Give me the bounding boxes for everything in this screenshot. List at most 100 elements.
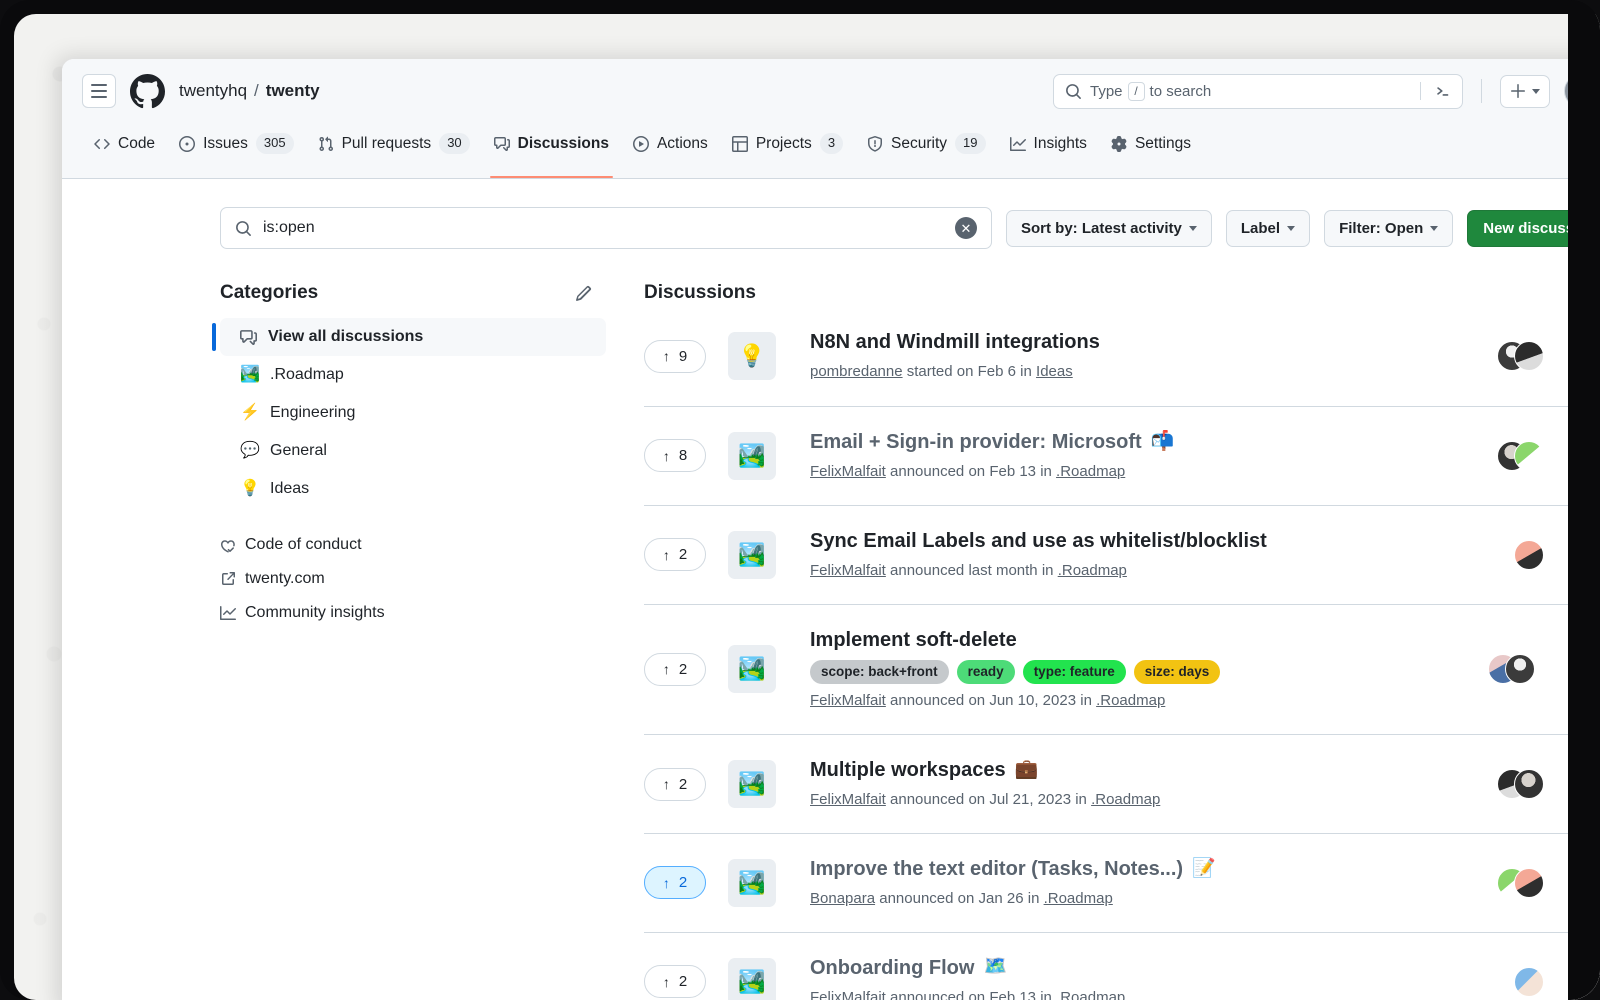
nav-tab-security[interactable]: Security 19 bbox=[855, 123, 997, 178]
discussion-row[interactable]: ↑ 2 🏞️ Onboarding Flow 🗺️ FelixMalfait announ… bbox=[644, 931, 1600, 1000]
state-filter-label: Filter: Open bbox=[1339, 219, 1424, 237]
label-filter-button[interactable]: Label bbox=[1225, 209, 1311, 247]
sidebar-links: Code of conduct twenty.com Community insig… bbox=[220, 528, 606, 630]
clear-x-icon[interactable]: ✕ bbox=[955, 217, 977, 239]
upvote-button[interactable]: ↑ 2 bbox=[644, 965, 706, 999]
hamburger-menu-icon[interactable] bbox=[82, 74, 116, 108]
nav-tab-pull-requests[interactable]: Pull requests 30 bbox=[306, 123, 482, 178]
breadcrumb-owner[interactable]: twentyhq bbox=[179, 81, 248, 100]
discussion-row[interactable]: ↑ 2 🏞️ Implement soft-delete scope: back+fro… bbox=[644, 603, 1600, 735]
discussion-category-link[interactable]: .Roadmap bbox=[1043, 889, 1113, 907]
nav-tab-discussions[interactable]: Discussions bbox=[482, 123, 621, 178]
search-placeholder-suffix: to search bbox=[1149, 82, 1212, 100]
chevron-down-icon bbox=[1430, 225, 1439, 231]
discussion-author-link[interactable]: FelixMalfait bbox=[810, 988, 886, 1000]
discussion-title[interactable]: Sync Email Labels and use as whitelist/b… bbox=[810, 528, 1496, 554]
discussion-author-link[interactable]: FelixMalfait bbox=[810, 791, 886, 809]
discussion-title[interactable]: Improve the text editor (Tasks, Notes...… bbox=[810, 856, 1479, 882]
nav-tab-count: 19 bbox=[955, 133, 986, 154]
nav-tab-projects[interactable]: Projects 3 bbox=[720, 123, 855, 178]
nav-tab-insights[interactable]: Insights bbox=[998, 123, 1099, 178]
discussion-title-text: Implement soft-delete bbox=[810, 628, 1017, 651]
category-item-general[interactable]: 💬 General bbox=[220, 432, 606, 470]
discussion-author-link[interactable]: FelixMalfait bbox=[810, 692, 886, 710]
discussion-title[interactable]: Multiple workspaces 💼 bbox=[810, 757, 1479, 783]
discussion-row[interactable]: ↑ 2 🏞️ Sync Email Labels and use as whiteli… bbox=[644, 504, 1600, 604]
discussion-row[interactable]: ↑ 2 🏞️ Improve the text editor (Tasks, Note… bbox=[644, 832, 1600, 932]
category-item-ideas[interactable]: 💡 Ideas bbox=[220, 470, 606, 508]
discussion-category-link[interactable]: .Roadmap bbox=[1057, 561, 1127, 579]
issue-label[interactable]: ready bbox=[956, 659, 1015, 685]
nav-tab-label: Discussions bbox=[517, 134, 609, 152]
search-placeholder: Type / to search bbox=[1090, 81, 1412, 101]
discussion-in-word: in bbox=[1027, 889, 1040, 907]
discussion-title[interactable]: Onboarding Flow 🗺️ bbox=[810, 955, 1496, 981]
upvote-button[interactable]: ↑ 9 bbox=[644, 339, 706, 373]
discussion-date: Jul 21, 2023 bbox=[989, 791, 1072, 809]
upvote-button[interactable]: ↑ 2 bbox=[644, 866, 706, 900]
link-external-icon bbox=[222, 572, 235, 585]
discussion-author-link[interactable]: pombredanne bbox=[810, 363, 903, 381]
category-item-roadmap[interactable]: 🏞️ .Roadmap bbox=[220, 356, 606, 394]
nav-tab-issues[interactable]: Issues 305 bbox=[167, 123, 306, 178]
discussion-title[interactable]: N8N and Windmill integrations bbox=[810, 329, 1479, 355]
state-filter-button[interactable]: Filter: Open bbox=[1324, 209, 1454, 247]
upvote-button[interactable]: ↑ 2 bbox=[644, 767, 706, 801]
global-search-input[interactable]: Type / to search bbox=[1053, 73, 1463, 109]
category-emoji: ⚡ bbox=[240, 404, 260, 421]
nav-tab-label: Code bbox=[118, 134, 156, 152]
discussion-date-prefix: on bbox=[968, 988, 986, 1000]
category-item-view-all-discussions[interactable]: View all discussions bbox=[212, 318, 606, 356]
sort-by-label: Sort by: Latest activity bbox=[1021, 219, 1182, 237]
command-palette-icon[interactable] bbox=[1429, 83, 1456, 100]
discussion-date-prefix: on bbox=[957, 889, 975, 907]
discussion-category-link[interactable]: .Roadmap bbox=[1096, 692, 1166, 710]
issue-label[interactable]: type: feature bbox=[1022, 659, 1126, 685]
nav-tab-code[interactable]: Code bbox=[82, 123, 167, 178]
create-new-button[interactable] bbox=[1500, 74, 1550, 108]
discussion-title-text: N8N and Windmill integrations bbox=[810, 331, 1100, 354]
plus-icon bbox=[1511, 84, 1525, 98]
upvote-count: 2 bbox=[678, 775, 688, 793]
breadcrumb-repo[interactable]: twenty bbox=[265, 81, 320, 100]
discussion-meta: FelixMalfait announced on Jun 10, 2023 i… bbox=[810, 690, 1470, 712]
sort-by-button[interactable]: Sort by: Latest activity bbox=[1006, 209, 1212, 247]
github-mark-icon[interactable] bbox=[130, 73, 165, 109]
nav-tab-count: 3 bbox=[819, 133, 844, 154]
discussion-row[interactable]: ↑ 8 🏞️ Email + Sign-in provider: Microsoft 📬… bbox=[644, 406, 1600, 505]
sidebar-link-code-of-conduct[interactable]: Code of conduct bbox=[220, 528, 606, 562]
upvote-button[interactable]: ↑ 2 bbox=[644, 538, 706, 572]
issue-label[interactable]: scope: back+front bbox=[810, 659, 949, 685]
discussion-category-link[interactable]: .Roadmap bbox=[1056, 988, 1126, 1000]
discussion-category-link[interactable]: .Roadmap bbox=[1056, 463, 1126, 480]
discussion-row[interactable]: ↑ 2 🏞️ Multiple workspaces 💼 FelixMalfait ann… bbox=[644, 734, 1600, 833]
discussion-author-link[interactable]: FelixMalfait bbox=[810, 463, 886, 480]
sidebar-link-community-insights[interactable]: Community insights bbox=[220, 596, 606, 630]
discussion-category-link[interactable]: Ideas bbox=[1036, 363, 1073, 381]
discussion-title[interactable]: Email + Sign-in provider: Microsoft 📬 bbox=[810, 429, 1479, 455]
pencil-icon[interactable] bbox=[575, 285, 592, 302]
upvote-button[interactable]: ↑ 2 bbox=[644, 652, 706, 686]
code-icon bbox=[94, 136, 110, 152]
discussions-search-input[interactable]: is:open ✕ bbox=[220, 207, 992, 249]
upvote-button[interactable]: ↑ 8 bbox=[644, 439, 706, 473]
nav-tab-actions[interactable]: Actions bbox=[621, 123, 720, 178]
category-emoji: 🏞️ bbox=[738, 869, 766, 895]
issue-label[interactable]: size: days bbox=[1133, 659, 1221, 685]
discussion-category-link[interactable]: .Roadmap bbox=[1091, 791, 1161, 809]
table-icon bbox=[731, 135, 748, 152]
discussion-row[interactable]: ↑ 9 💡 N8N and Windmill integrations pombreda… bbox=[644, 318, 1600, 406]
graph-icon bbox=[1009, 136, 1026, 151]
category-item-engineering[interactable]: ⚡ Engineering bbox=[220, 394, 606, 432]
table-icon bbox=[731, 135, 748, 152]
nav-tab-settings[interactable]: Settings bbox=[1099, 123, 1203, 178]
discussion-title[interactable]: Implement soft-delete bbox=[810, 627, 1470, 653]
category-emoji: 🏞️ bbox=[738, 442, 766, 468]
sidebar-link-twenty-com[interactable]: twenty.com bbox=[220, 562, 606, 596]
discussion-meta: FelixMalfait announced on Feb 13 in .Roa… bbox=[810, 987, 1496, 1000]
discussion-author-link[interactable]: FelixMalfait bbox=[810, 561, 886, 579]
comment-discussion-icon bbox=[240, 329, 257, 346]
discussion-author-link[interactable]: Bonapara bbox=[810, 889, 876, 907]
discussion-meta: FelixMalfait announced last month in .Ro… bbox=[810, 560, 1496, 582]
discussion-date-prefix: on bbox=[968, 692, 986, 710]
